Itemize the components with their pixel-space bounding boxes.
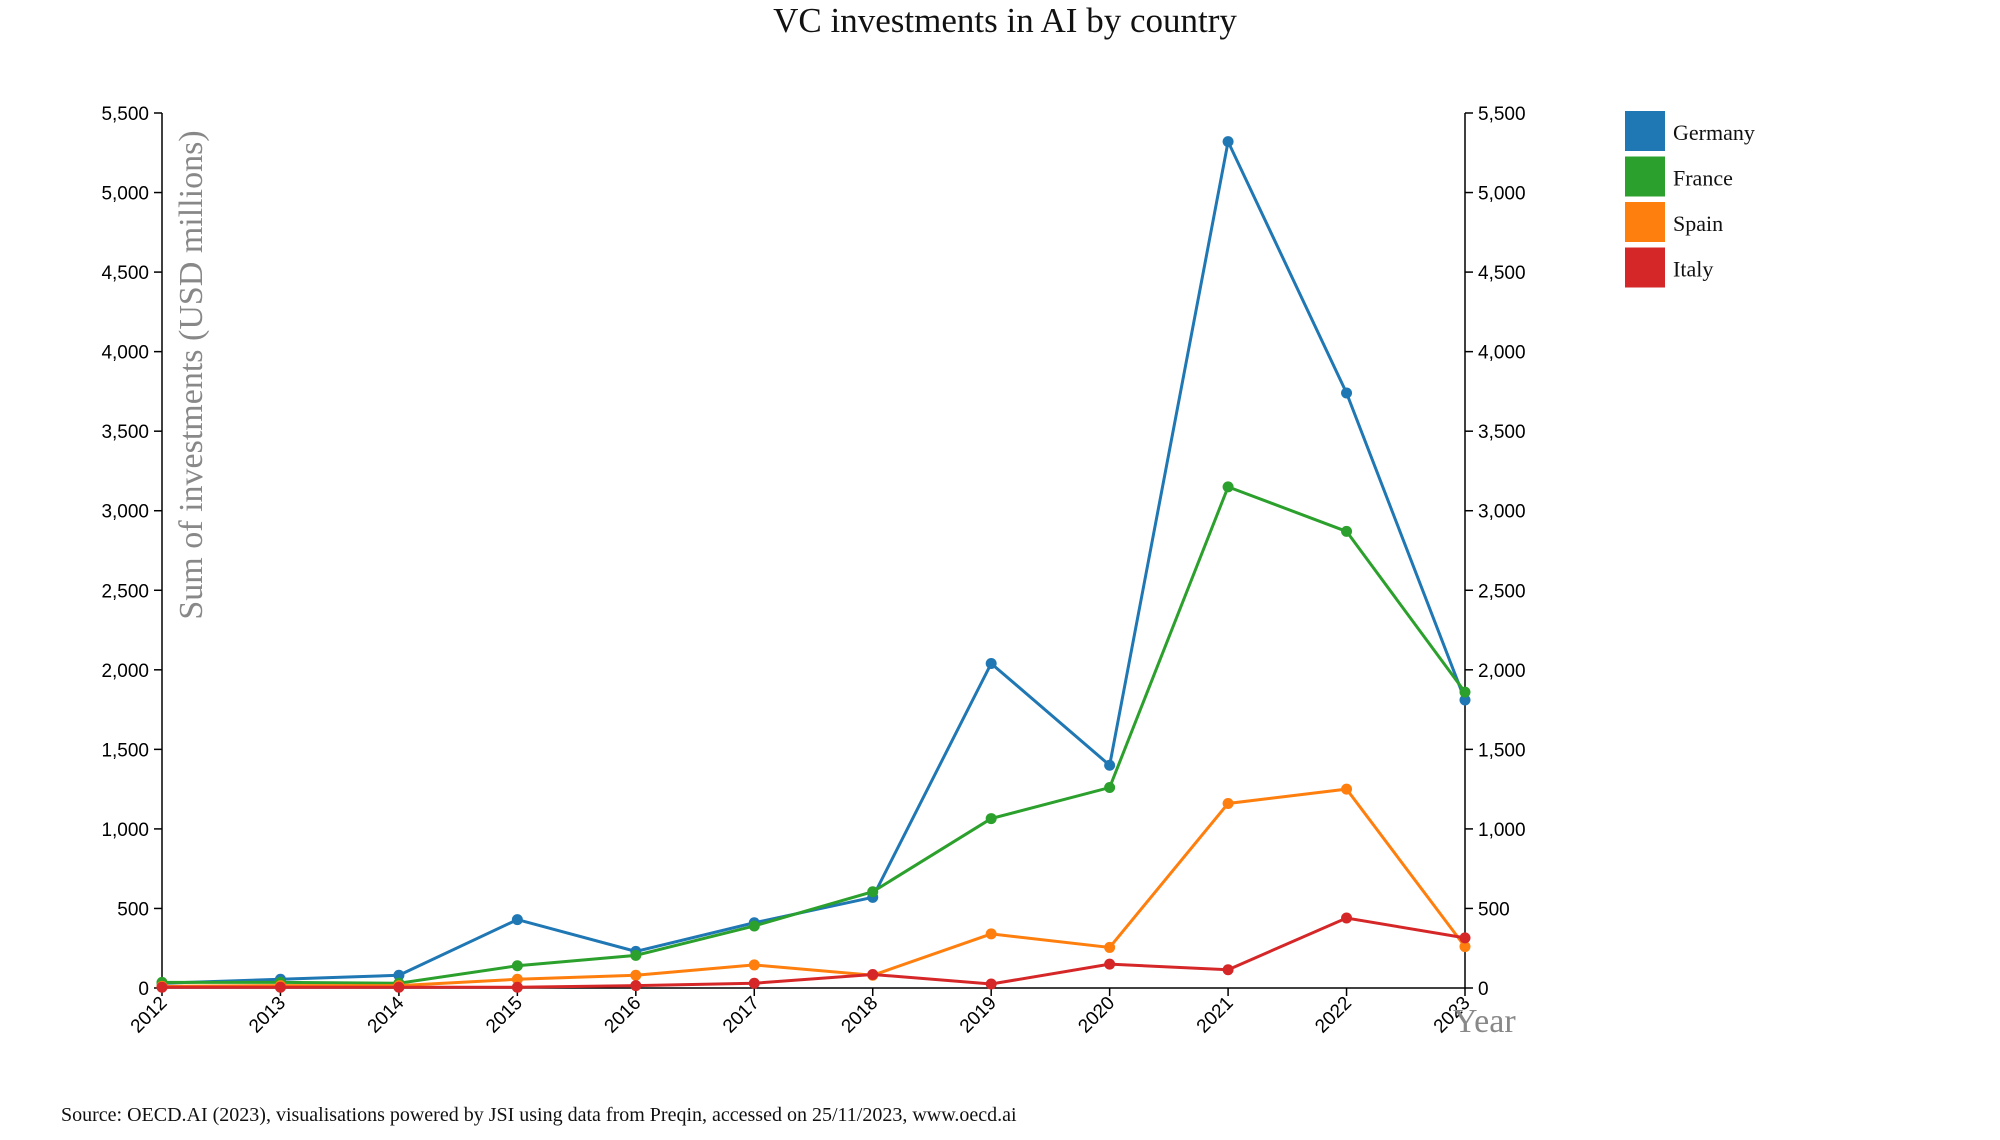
data-point-italy	[511, 981, 523, 993]
data-point-spain	[1459, 941, 1471, 953]
data-point-italy	[748, 977, 760, 989]
data-point-germany	[985, 657, 997, 669]
left-y-tick-label: 4,000	[101, 343, 149, 364]
data-point-germany	[1341, 387, 1353, 399]
legend-swatch-spain	[1625, 202, 1665, 242]
x-axis-label: Year	[1453, 1003, 1516, 1040]
left-y-tick-label: 1,500	[101, 740, 149, 761]
right-y-tick-label: 2,000	[1478, 661, 1526, 682]
data-point-france	[748, 920, 760, 932]
data-point-italy	[274, 981, 286, 993]
right-y-tick-label: 0	[1478, 979, 1489, 1000]
data-point-italy	[156, 981, 168, 993]
series-line-italy	[162, 916, 1466, 989]
x-tick-label: 2020	[1074, 993, 1119, 1038]
series-line-spain	[161, 787, 1467, 988]
right-y-tick-label: 1,500	[1478, 740, 1526, 761]
data-point-germany	[1222, 136, 1234, 148]
left-y-tick-label: 3,000	[101, 502, 149, 523]
right-y-tick-label: 3,000	[1478, 502, 1526, 523]
right-y-tick-label: 5,000	[1478, 184, 1526, 205]
legend-label-italy: Italy	[1673, 257, 1713, 282]
right-y-tick-label: 500	[1478, 899, 1510, 920]
right-y-tick-label: 4,500	[1478, 263, 1526, 284]
left-y-tick-label: 5,500	[101, 104, 149, 125]
series-line-germany	[161, 136, 1467, 985]
data-point-italy	[1104, 958, 1116, 970]
y-axis-label: Sum of investments (USD millions)	[173, 130, 210, 619]
x-tick-label: 2015	[482, 993, 527, 1038]
data-point-italy	[393, 981, 405, 993]
left-y-tick-label: 3,500	[101, 422, 149, 443]
right-y-tick-label: 1,000	[1478, 820, 1526, 841]
data-point-spain	[748, 959, 760, 971]
data-point-italy	[867, 968, 879, 980]
data-point-france	[1459, 686, 1471, 698]
legend-label-france: France	[1673, 166, 1733, 191]
x-tick-label: 2017	[719, 993, 764, 1038]
legend-swatch-germany	[1625, 111, 1665, 151]
right-y-tick-label: 5,500	[1478, 104, 1526, 125]
left-y-tick-label: 1,000	[101, 820, 149, 841]
left-y-axis: 0 500 1,000 1,500 2,000 2,500 3,000 3,500 4,000 4…	[101, 104, 162, 1000]
legend: Germany France Spain Italy	[1625, 111, 1755, 288]
left-y-tick-label: 500	[117, 899, 149, 920]
source-note: Source: OECD.AI (2023), visualisations p…	[61, 1104, 1017, 1126]
left-y-tick-label: 5,000	[101, 184, 149, 205]
x-tick-label: 2013	[245, 993, 290, 1038]
legend-label-spain: Spain	[1673, 211, 1723, 236]
right-y-tick-label: 4,000	[1478, 343, 1526, 364]
data-point-france	[1104, 782, 1116, 794]
data-point-spain	[985, 928, 997, 940]
data-point-france	[511, 960, 523, 972]
x-tick-label: 2021	[1193, 993, 1238, 1038]
x-tick-label: 2018	[838, 993, 883, 1038]
left-y-tick-label: 2,000	[101, 661, 149, 682]
data-point-germany	[1459, 694, 1471, 706]
x-axis: 2012 2013 2014 2015 2016 2017 2018 2019 2020 2021…	[127, 988, 1475, 1037]
chart-title: VC investments in AI by country	[773, 1, 1237, 40]
left-y-tick-label: 2,500	[101, 581, 149, 602]
data-point-italy	[1341, 912, 1353, 924]
x-tick-label: 2016	[601, 993, 646, 1038]
data-point-france	[1222, 481, 1234, 493]
x-tick-label: 2012	[127, 993, 172, 1038]
data-point-spain	[630, 969, 642, 981]
series-group	[156, 136, 1471, 993]
data-point-italy	[1459, 932, 1471, 944]
data-point-italy	[1222, 964, 1234, 976]
data-point-italy	[630, 980, 642, 992]
legend-label-germany: Germany	[1673, 120, 1755, 145]
legend-swatch-france	[1625, 156, 1665, 197]
data-point-germany	[511, 914, 523, 926]
data-point-spain	[1222, 797, 1234, 809]
data-point-france	[867, 886, 879, 898]
left-y-tick-label: 0	[138, 979, 149, 1000]
data-point-spain	[1341, 783, 1353, 795]
series-line-france	[162, 484, 1467, 985]
data-point-france	[1341, 525, 1353, 537]
data-point-france	[630, 949, 642, 961]
x-tick-label: 2019	[956, 993, 1001, 1038]
x-tick-label: 2014	[364, 992, 409, 1037]
right-y-tick-label: 2,500	[1478, 581, 1526, 602]
data-point-germany	[1104, 759, 1116, 771]
data-point-france	[985, 813, 997, 825]
data-point-spain	[511, 973, 523, 985]
data-point-italy	[985, 978, 997, 990]
x-tick-label: 2022	[1311, 993, 1356, 1038]
data-point-spain	[1104, 941, 1116, 953]
data-point-germany	[393, 969, 405, 981]
left-y-tick-label: 4,500	[101, 263, 149, 284]
legend-swatch-italy	[1625, 247, 1665, 288]
right-y-tick-label: 3,500	[1478, 422, 1526, 443]
right-y-axis: 0 500 1,000 1,500 2,000 2,500 3,000 3,500 4,000 4…	[1465, 104, 1526, 1000]
